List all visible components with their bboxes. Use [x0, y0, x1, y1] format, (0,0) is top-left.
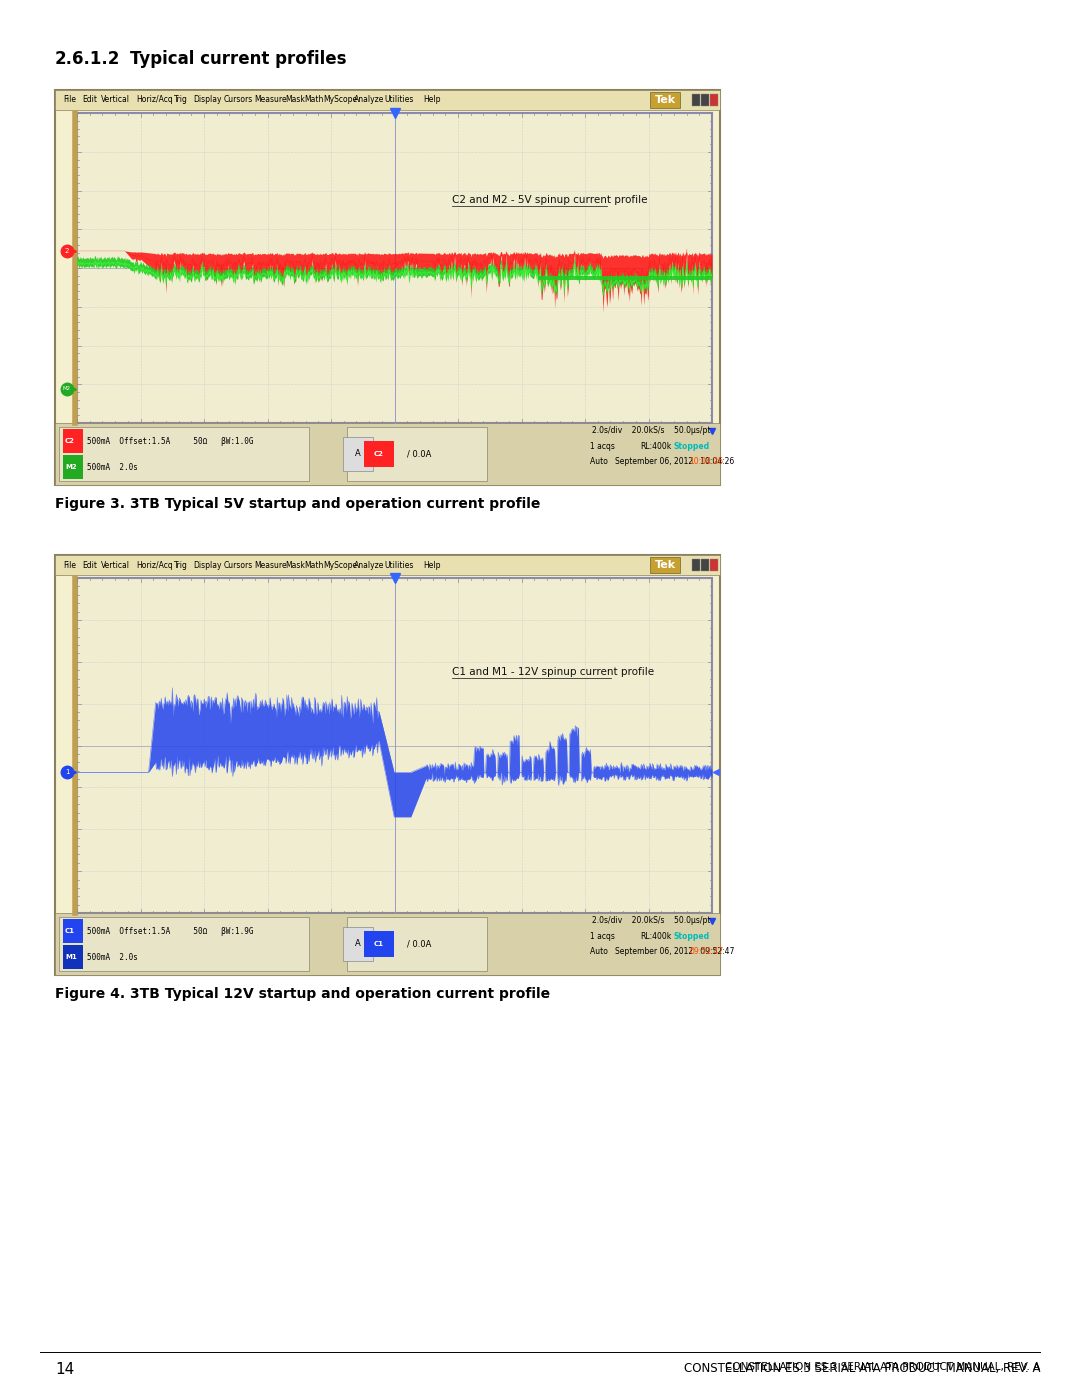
- Text: / 0.0A: / 0.0A: [407, 940, 431, 949]
- Text: Auto   September 06, 2012   09:52:47: Auto September 06, 2012 09:52:47: [590, 947, 734, 957]
- Text: 500mA  2.0s: 500mA 2.0s: [87, 462, 138, 472]
- Text: Figure 4.: Figure 4.: [55, 988, 125, 1002]
- Bar: [59, 427, 309, 481]
- Text: CONSTELLATION ES.3 SERIAL ATA PRODUCT MANUAL, REV. A: CONSTELLATION ES.3 SERIAL ATA PRODUCT MA…: [725, 1362, 1040, 1372]
- Text: 2.6.1.2: 2.6.1.2: [55, 50, 120, 68]
- Bar: [710, 559, 718, 571]
- Bar: [701, 94, 708, 106]
- Text: Auto   September 06, 2012   10:04:26: Auto September 06, 2012 10:04:26: [590, 457, 734, 467]
- Text: Mask: Mask: [285, 95, 305, 105]
- Text: 2.0s/div    20.0kS/s    50.0μs/pt: 2.0s/div 20.0kS/s 50.0μs/pt: [592, 426, 710, 436]
- Text: 500mA  2.0s: 500mA 2.0s: [87, 953, 138, 961]
- Text: Trig: Trig: [174, 95, 188, 105]
- Text: 3TB Typical 12V startup and operation current profile: 3TB Typical 12V startup and operation cu…: [130, 988, 550, 1002]
- Bar: [63, 455, 83, 479]
- Text: 09:52:47: 09:52:47: [689, 947, 724, 957]
- Text: Tek: Tek: [654, 560, 676, 570]
- Bar: [55, 423, 720, 485]
- Text: C1: C1: [374, 942, 384, 947]
- Text: Vertical: Vertical: [102, 560, 131, 570]
- Bar: [347, 916, 487, 971]
- Text: Help: Help: [422, 560, 441, 570]
- Text: M2: M2: [63, 387, 71, 391]
- Bar: [701, 559, 708, 571]
- Bar: [55, 89, 720, 485]
- Bar: [710, 94, 718, 106]
- Bar: [55, 555, 720, 576]
- Text: Display: Display: [193, 560, 221, 570]
- Text: 14: 14: [55, 1362, 75, 1377]
- Text: MyScope: MyScope: [323, 560, 357, 570]
- Text: 1 acqs: 1 acqs: [590, 932, 615, 940]
- Text: File: File: [63, 560, 76, 570]
- Bar: [347, 427, 487, 481]
- Text: Utilities: Utilities: [384, 95, 414, 105]
- Text: 2.0s/div    20.0kS/s    50.0μs/pt: 2.0s/div 20.0kS/s 50.0μs/pt: [592, 916, 710, 925]
- Bar: [63, 429, 83, 453]
- Text: 1 acqs: 1 acqs: [590, 441, 615, 451]
- Text: MyScope: MyScope: [323, 95, 357, 105]
- Text: 1: 1: [65, 770, 69, 775]
- Text: 3TB Typical 5V startup and operation current profile: 3TB Typical 5V startup and operation cur…: [130, 497, 540, 511]
- Text: M2: M2: [65, 464, 77, 469]
- Text: Utilities: Utilities: [384, 560, 414, 570]
- Text: Horiz/Acq: Horiz/Acq: [136, 95, 173, 105]
- Bar: [692, 94, 700, 106]
- Text: Vertical: Vertical: [102, 95, 131, 105]
- Text: Edit: Edit: [82, 95, 97, 105]
- Bar: [77, 578, 712, 914]
- Text: C1: C1: [65, 928, 75, 935]
- Text: Measure: Measure: [255, 560, 287, 570]
- Text: CONSTELLATION ES.3 SERIAL ATA PRODUCT MANUAL, REV. A: CONSTELLATION ES.3 SERIAL ATA PRODUCT MA…: [684, 1362, 1040, 1375]
- Text: Stopped: Stopped: [674, 441, 710, 451]
- Bar: [63, 944, 83, 970]
- Bar: [63, 919, 83, 943]
- Text: Tek: Tek: [654, 95, 676, 105]
- Bar: [55, 89, 720, 110]
- Bar: [77, 113, 712, 423]
- Text: Stopped: Stopped: [674, 932, 710, 940]
- Text: Display: Display: [193, 95, 221, 105]
- Bar: [692, 559, 700, 571]
- Text: File: File: [63, 95, 76, 105]
- Text: Analyze: Analyze: [354, 560, 384, 570]
- Text: Horiz/Acq: Horiz/Acq: [136, 560, 173, 570]
- Text: Math: Math: [305, 560, 324, 570]
- Text: / 0.0A: / 0.0A: [407, 450, 431, 458]
- Text: A: A: [355, 450, 361, 458]
- Text: Cursors: Cursors: [224, 560, 253, 570]
- Text: A: A: [355, 940, 361, 949]
- Text: Edit: Edit: [82, 560, 97, 570]
- Text: Figure 3.: Figure 3.: [55, 497, 125, 511]
- Text: M1: M1: [65, 954, 77, 960]
- Text: Mask: Mask: [285, 560, 305, 570]
- Bar: [59, 916, 309, 971]
- Text: RL:400k: RL:400k: [640, 441, 672, 451]
- Text: Math: Math: [305, 95, 324, 105]
- Text: RL:400k: RL:400k: [640, 932, 672, 940]
- Text: 10:04:26: 10:04:26: [689, 457, 723, 467]
- Text: C2 and M2 - 5V spinup current profile: C2 and M2 - 5V spinup current profile: [451, 194, 647, 205]
- Text: Typical current profiles: Typical current profiles: [130, 50, 347, 68]
- Bar: [55, 914, 720, 975]
- Text: Analyze: Analyze: [354, 95, 384, 105]
- Bar: [650, 557, 680, 573]
- Text: Help: Help: [422, 95, 441, 105]
- Text: C1 and M1 - 12V spinup current profile: C1 and M1 - 12V spinup current profile: [451, 666, 653, 676]
- Text: Trig: Trig: [174, 560, 188, 570]
- Text: 2: 2: [65, 247, 69, 254]
- Bar: [650, 92, 680, 108]
- Bar: [55, 555, 720, 975]
- Text: Cursors: Cursors: [224, 95, 253, 105]
- Text: 500mA  Offset:1.5A     50Ω   βW:1.0G: 500mA Offset:1.5A 50Ω βW:1.0G: [87, 436, 254, 446]
- Text: C2: C2: [65, 439, 75, 444]
- Text: 500mA  Offset:1.5A     50Ω   βW:1.9G: 500mA Offset:1.5A 50Ω βW:1.9G: [87, 926, 254, 936]
- Text: C2: C2: [374, 451, 383, 457]
- Text: Measure: Measure: [255, 95, 287, 105]
